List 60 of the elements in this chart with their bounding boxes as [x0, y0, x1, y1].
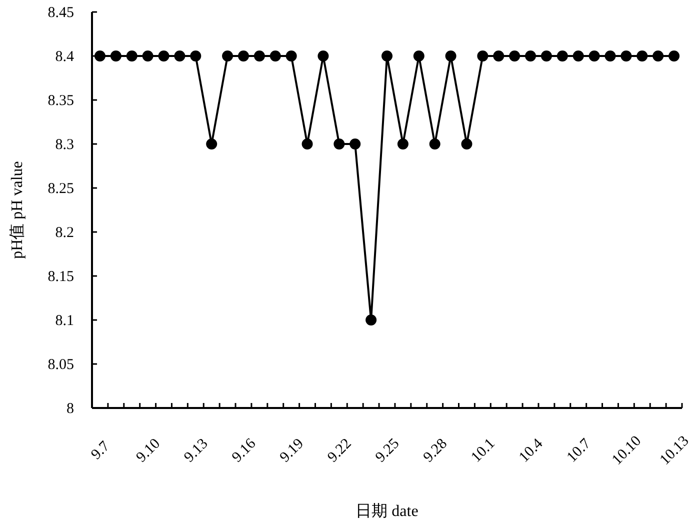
y-tick-label: 8.05	[48, 357, 74, 373]
point	[620, 50, 632, 62]
point	[110, 50, 122, 62]
point	[190, 50, 202, 62]
y-tick-label: 8.3	[55, 137, 74, 153]
y-axis-title: pH值 pH value	[9, 161, 26, 259]
point	[222, 50, 234, 62]
point	[429, 138, 440, 150]
y-tick-label: 8.1	[55, 313, 74, 329]
x-tick-label: 9.10	[134, 436, 164, 466]
y-tick-label: 8.45	[48, 5, 74, 21]
point	[270, 50, 281, 62]
point	[334, 138, 345, 150]
point	[302, 138, 313, 150]
point	[525, 50, 536, 62]
point	[461, 138, 472, 150]
x-axis-title: 日期 date	[356, 502, 418, 520]
point	[540, 50, 552, 62]
point	[668, 50, 680, 62]
x-tick-label: 9.25	[372, 436, 403, 466]
point	[318, 50, 329, 62]
x-tick-label: 10.7	[564, 435, 594, 466]
y-tick-label: 8.35	[48, 93, 74, 109]
x-tick-label: 10.4	[516, 435, 547, 466]
point	[509, 50, 520, 62]
point	[254, 50, 265, 62]
point	[604, 50, 616, 62]
y-tick-label: 8.4	[55, 49, 74, 65]
y-tick-label: 8.25	[48, 181, 74, 197]
y-tick-label: 8	[66, 401, 74, 417]
point	[445, 50, 456, 62]
x-tick-label: 9.28	[420, 436, 450, 466]
point	[397, 138, 408, 150]
point	[142, 50, 154, 62]
point	[174, 50, 186, 62]
point	[366, 314, 377, 326]
point	[206, 138, 218, 150]
point	[477, 50, 488, 62]
point	[588, 50, 600, 62]
x-tick-label: 9.19	[277, 436, 307, 466]
point	[238, 50, 249, 62]
point	[286, 50, 297, 62]
point	[413, 50, 424, 62]
y-tick-label: 8.15	[48, 269, 74, 285]
point	[636, 50, 648, 62]
point	[158, 50, 170, 62]
x-tick-label: 9.16	[229, 435, 260, 466]
point	[652, 50, 664, 62]
x-tick-label: 9.7	[88, 438, 114, 463]
point	[126, 50, 138, 62]
point	[350, 138, 361, 150]
point	[556, 50, 568, 62]
y-tick-label: 8.2	[55, 225, 74, 241]
point	[94, 50, 106, 62]
point	[572, 50, 584, 62]
x-tick-label: 9.13	[181, 436, 212, 466]
x-tick-label: 10.1	[468, 436, 498, 466]
x-tick-label: 9.22	[324, 436, 355, 466]
point	[382, 50, 392, 62]
point	[493, 50, 504, 62]
